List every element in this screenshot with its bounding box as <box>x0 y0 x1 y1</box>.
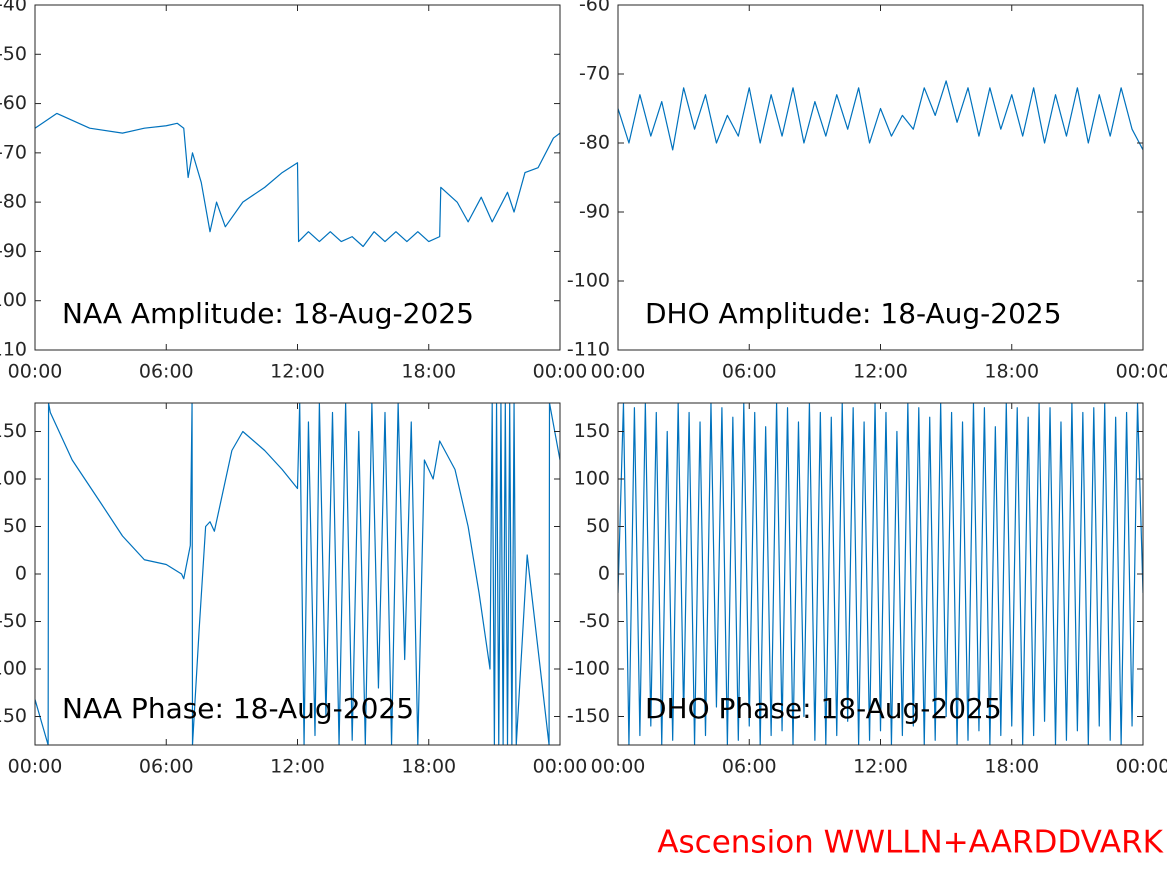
data-line <box>618 403 1143 745</box>
y-tick-label: -110 <box>0 339 27 361</box>
y-tick-label: -50 <box>579 610 610 632</box>
x-tick-label: 06:00 <box>722 756 777 778</box>
annotation: DHO Amplitude: 18-Aug-2025 <box>645 297 1062 330</box>
x-tick-label: 00:00 <box>591 361 646 383</box>
y-tick-label: 0 <box>598 563 610 585</box>
x-tick-label: 18:00 <box>401 361 456 383</box>
x-tick-label: 00:00 <box>1116 756 1167 778</box>
x-tick-label: 00:00 <box>8 756 63 778</box>
data-line <box>35 403 560 745</box>
y-tick-label: -80 <box>579 132 610 154</box>
plot-area <box>618 403 1143 745</box>
y-tick-label: 100 <box>0 468 27 490</box>
annotation: NAA Phase: 18-Aug-2025 <box>62 692 414 725</box>
y-tick-label: -150 <box>567 705 610 727</box>
y-tick-label: -100 <box>0 658 27 680</box>
y-tick-label: -70 <box>0 141 27 163</box>
y-tick-label: 50 <box>3 515 27 537</box>
y-tick-label: -40 <box>0 0 27 16</box>
y-tick-label: -70 <box>579 63 610 85</box>
y-tick-label: 150 <box>0 420 27 442</box>
y-tick-label: -100 <box>567 658 610 680</box>
x-tick-label: 18:00 <box>984 361 1039 383</box>
y-tick-label: -60 <box>0 92 27 114</box>
y-tick-label: 50 <box>586 515 610 537</box>
x-tick-label: 06:00 <box>722 361 777 383</box>
x-tick-label: 00:00 <box>8 361 63 383</box>
data-line <box>35 112 560 248</box>
x-tick-label: 06:00 <box>139 361 194 383</box>
x-tick-label: 18:00 <box>401 756 456 778</box>
footer: Ascension WWLLN+AARDDVARK <box>657 825 1163 861</box>
y-tick-label: -60 <box>579 0 610 16</box>
y-tick-label: -50 <box>0 610 27 632</box>
y-tick-label: 100 <box>574 468 610 490</box>
annotation: NAA Amplitude: 18-Aug-2025 <box>62 297 474 330</box>
x-tick-label: 18:00 <box>984 756 1039 778</box>
y-tick-label: -80 <box>0 191 27 213</box>
annotation: DHO Phase: 18-Aug-2025 <box>645 692 1002 725</box>
y-tick-label: -150 <box>0 705 27 727</box>
plot-area <box>35 112 560 248</box>
x-tick-label: 00:00 <box>533 361 588 383</box>
x-tick-label: 00:00 <box>1116 361 1167 383</box>
y-tick-label: -100 <box>567 270 610 292</box>
y-tick-label: -90 <box>579 201 610 223</box>
plot-area <box>35 403 560 745</box>
y-tick-label: 0 <box>15 563 27 585</box>
y-tick-label: -100 <box>0 289 27 311</box>
y-tick-label: -50 <box>0 43 27 65</box>
y-tick-label: -90 <box>0 240 27 262</box>
x-tick-label: 06:00 <box>139 756 194 778</box>
x-tick-label: 12:00 <box>853 361 908 383</box>
x-tick-label: 00:00 <box>533 756 588 778</box>
x-tick-label: 12:00 <box>270 361 325 383</box>
y-tick-label: 150 <box>574 420 610 442</box>
x-tick-label: 12:00 <box>270 756 325 778</box>
plot-area <box>618 80 1143 151</box>
x-tick-label: 12:00 <box>853 756 908 778</box>
y-tick-label: -110 <box>567 339 610 361</box>
data-line <box>618 80 1143 151</box>
x-tick-label: 00:00 <box>591 756 646 778</box>
